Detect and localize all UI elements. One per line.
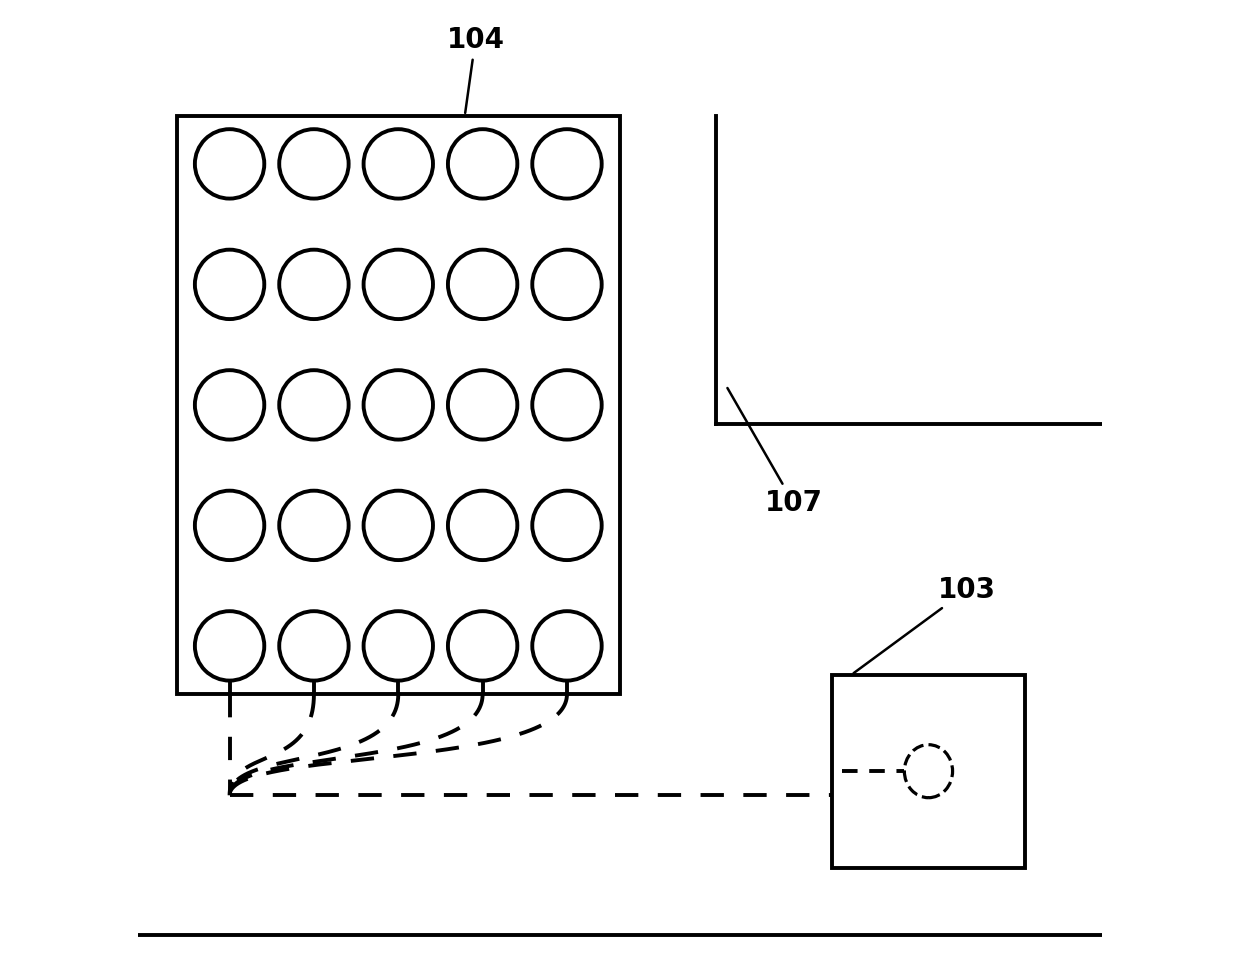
Ellipse shape: [532, 491, 601, 560]
Ellipse shape: [448, 129, 517, 199]
Text: 103: 103: [853, 576, 996, 673]
Ellipse shape: [195, 129, 264, 199]
Ellipse shape: [532, 250, 601, 319]
Ellipse shape: [363, 250, 433, 319]
Ellipse shape: [279, 250, 348, 319]
Ellipse shape: [195, 491, 264, 560]
Ellipse shape: [448, 250, 517, 319]
Ellipse shape: [363, 491, 433, 560]
Ellipse shape: [448, 491, 517, 560]
Text: 104: 104: [446, 26, 505, 113]
Ellipse shape: [363, 129, 433, 199]
Ellipse shape: [279, 491, 348, 560]
Ellipse shape: [195, 370, 264, 440]
Ellipse shape: [904, 744, 952, 798]
Ellipse shape: [532, 611, 601, 681]
Ellipse shape: [363, 370, 433, 440]
Ellipse shape: [279, 611, 348, 681]
Ellipse shape: [363, 611, 433, 681]
Ellipse shape: [279, 129, 348, 199]
Text: 107: 107: [728, 388, 822, 517]
Ellipse shape: [532, 370, 601, 440]
Ellipse shape: [279, 370, 348, 440]
Ellipse shape: [448, 611, 517, 681]
Ellipse shape: [195, 611, 264, 681]
Ellipse shape: [448, 370, 517, 440]
Bar: [176, 116, 620, 694]
Bar: [832, 675, 1025, 868]
Ellipse shape: [195, 250, 264, 319]
Ellipse shape: [532, 129, 601, 199]
